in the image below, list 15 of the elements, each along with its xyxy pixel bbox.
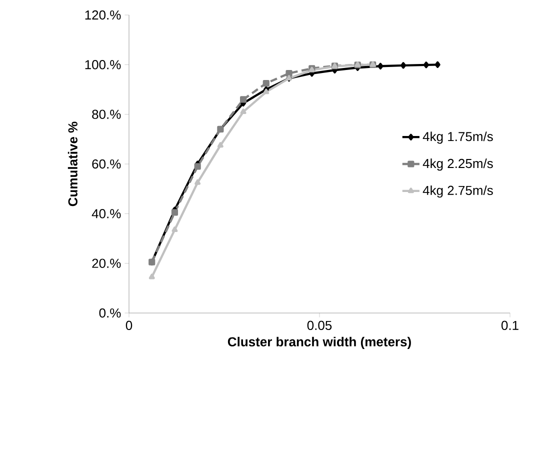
y-tick-label: 20.% bbox=[92, 258, 121, 268]
x-tick-label: 0 bbox=[126, 320, 132, 330]
y-tick-label: 80.% bbox=[92, 110, 121, 119]
x-axis-title: Cluster branch width (meters) bbox=[228, 336, 411, 349]
legend-label: 4kg 2.25m/s bbox=[422, 158, 493, 171]
y-tick-label: 100.% bbox=[85, 60, 121, 70]
legend-label: 4kg 2.75m/s bbox=[422, 185, 493, 198]
y-tick-label: 40.% bbox=[92, 209, 121, 218]
y-tick-label: 60.% bbox=[92, 159, 121, 169]
y-tick-label: 120.% bbox=[85, 10, 121, 20]
x-tick-label: 0.1 bbox=[501, 320, 518, 330]
y-tick-label: 0.% bbox=[99, 308, 121, 318]
legend-label: 4kg 1.75m/s bbox=[422, 132, 493, 144]
x-tick-label: 0.05 bbox=[307, 320, 332, 330]
y-axis-title: Cumulative % bbox=[68, 122, 78, 206]
